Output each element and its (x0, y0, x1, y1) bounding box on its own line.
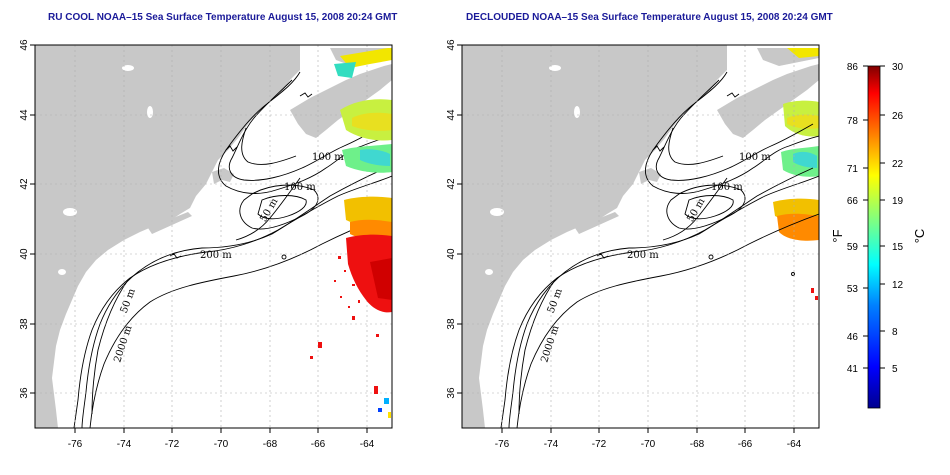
contour-label-200m: 200 m (627, 250, 659, 261)
right-lon-tick: -64 (787, 439, 802, 450)
colorbar-gradient (867, 65, 881, 409)
left-lon-tick: -70 (214, 439, 229, 450)
left-lat-tick: 42 (19, 178, 30, 190)
left-lon-tick: -76 (68, 439, 83, 450)
left-lon-tick: -66 (311, 439, 326, 450)
right-lon-tick: -76 (495, 439, 510, 450)
right-lat-tick: 42 (446, 178, 457, 190)
left-lat-tick-labels: 46 44 42 40 38 36 (19, 39, 30, 399)
celsius-tick: 30 (892, 62, 904, 73)
left-map-frame (34, 44, 393, 429)
celsius-tick: 5 (892, 364, 898, 375)
right-lat-tick: 38 (446, 318, 457, 330)
right-lat-tick-labels: 46 44 42 40 38 36 (446, 39, 457, 399)
left-lat-tick: 44 (19, 109, 30, 121)
left-lat-tick: 46 (19, 39, 30, 51)
fahrenheit-tick: 71 (847, 164, 859, 175)
celsius-ticks: 30 26 22 19 15 12 8 5 (892, 62, 904, 375)
left-sst-overlay (310, 48, 392, 418)
right-map-panel: 100 m 100 m 50 m 200 m 50 m 2000 m (446, 39, 820, 450)
fahrenheit-tick: 59 (847, 242, 859, 253)
right-lon-tick: -68 (690, 439, 705, 450)
contour-label-100m-south: 100 m (711, 182, 743, 193)
fahrenheit-tick: 86 (847, 62, 859, 73)
celsius-tick: 15 (892, 242, 904, 253)
celsius-tick: 22 (892, 159, 904, 170)
left-lat-tick: 40 (19, 248, 30, 260)
right-lon-tick: -70 (641, 439, 656, 450)
fahrenheit-ticks: 86 78 71 66 59 53 46 41 (847, 62, 859, 375)
right-sst-overlay (773, 48, 819, 300)
right-lon-tick: -72 (592, 439, 607, 450)
contour-label-100m-north: 100 m (739, 152, 771, 163)
left-map-panel: -76 -74 -72 -70 -68 -66 -64 46 44 42 40 … (19, 39, 393, 450)
right-panel-title: DECLOUDED NOAA–15 Sea Surface Temperatur… (466, 12, 833, 23)
left-lon-tick: -64 (360, 439, 375, 450)
fahrenheit-tick: 46 (847, 332, 859, 343)
fahrenheit-tick: 41 (847, 364, 859, 375)
celsius-tick: 19 (892, 196, 904, 207)
celsius-tick: 8 (892, 327, 898, 338)
celsius-tick: 26 (892, 111, 904, 122)
left-lat-tick: 38 (19, 318, 30, 330)
right-lon-tick-labels: -76 -74 -72 -70 -68 -66 -64 (495, 439, 802, 450)
celsius-tick: 12 (892, 280, 904, 291)
fahrenheit-unit-label: °F (830, 229, 845, 242)
left-axis-ticks (30, 44, 368, 433)
right-lon-tick: -74 (544, 439, 559, 450)
right-lat-tick: 36 (446, 387, 457, 399)
celsius-unit-label: °C (912, 229, 927, 244)
left-lon-tick-labels: -76 -74 -72 -70 -68 -66 -64 (68, 439, 375, 450)
right-lat-tick: 46 (446, 39, 457, 51)
right-lat-tick: 44 (446, 109, 457, 121)
right-lon-tick: -66 (738, 439, 753, 450)
left-lon-tick: -72 (165, 439, 180, 450)
right-axis-ticks (457, 44, 795, 433)
fahrenheit-tick: 53 (847, 284, 859, 295)
left-lon-tick: -68 (263, 439, 278, 450)
left-lon-tick: -74 (117, 439, 132, 450)
right-map-frame (461, 44, 820, 429)
left-panel-title: RU COOL NOAA–15 Sea Surface Temperature … (48, 12, 398, 23)
right-lat-tick: 40 (446, 248, 457, 260)
temperature-colorbar: 86 78 71 66 59 53 46 41 30 26 22 19 15 1… (830, 62, 927, 409)
fahrenheit-tick: 66 (847, 196, 859, 207)
fahrenheit-tick: 78 (847, 116, 859, 127)
left-lat-tick: 36 (19, 387, 30, 399)
